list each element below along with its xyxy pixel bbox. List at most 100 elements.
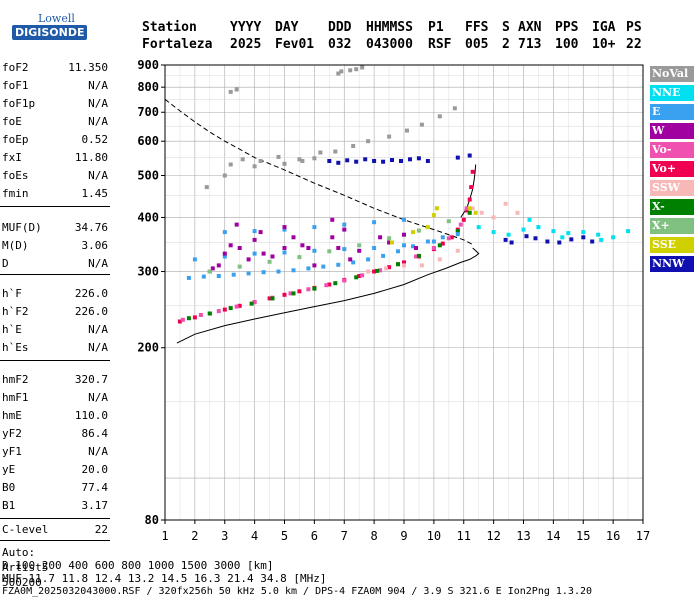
echo-point-vo- bbox=[464, 206, 469, 211]
logo-digisonde: DIGISONDE bbox=[12, 25, 88, 40]
auto-label: Auto: bbox=[2, 546, 36, 559]
echo-point-x- bbox=[207, 311, 212, 316]
echo-point-x+ bbox=[416, 228, 421, 233]
param-key: foF1 bbox=[2, 79, 29, 92]
echo-point-noval bbox=[348, 68, 353, 73]
param-key: fmin bbox=[2, 187, 29, 200]
echo-point-noval bbox=[297, 157, 302, 162]
echo-point-x- bbox=[291, 291, 296, 296]
echo-point-w bbox=[306, 246, 311, 250]
echo-point-e bbox=[381, 253, 386, 258]
echo-point-x- bbox=[467, 210, 472, 215]
echo-point-nne bbox=[521, 227, 526, 232]
echo-point-w bbox=[387, 240, 392, 245]
echo-point-x- bbox=[375, 268, 380, 273]
echo-point-x- bbox=[416, 253, 421, 258]
echo-point-nnw bbox=[408, 157, 412, 162]
x-tick-label: 13 bbox=[516, 529, 530, 543]
legend-item-nnw: NNW bbox=[650, 256, 694, 272]
echo-point-w bbox=[357, 248, 362, 253]
echo-point-w bbox=[336, 246, 341, 250]
x-tick-label: 10 bbox=[427, 529, 441, 543]
echo-point-e bbox=[312, 225, 317, 230]
echo-point-sse bbox=[425, 225, 430, 230]
echo-point-nne bbox=[506, 232, 511, 237]
param-row: foEp 0.52 bbox=[2, 132, 108, 148]
echo-point-x- bbox=[186, 316, 191, 321]
param-key: MUF(D) bbox=[2, 221, 42, 234]
param-row: foE N/A bbox=[2, 114, 108, 130]
x-tick-label: 1 bbox=[161, 529, 168, 543]
echo-point-noval bbox=[366, 139, 371, 144]
header-label-ps: PS bbox=[626, 20, 642, 35]
echo-point-x- bbox=[437, 243, 442, 248]
echo-point-w bbox=[402, 232, 406, 237]
param-row: hmE 110.0 bbox=[2, 408, 108, 424]
echo-point-ssw bbox=[479, 210, 484, 215]
echo-point-vo+ bbox=[387, 265, 392, 270]
echo-point-e bbox=[440, 235, 445, 240]
echo-point-e bbox=[351, 260, 356, 265]
curve-MUF bbox=[164, 98, 475, 246]
echo-point-x- bbox=[354, 275, 359, 280]
echo-point-nnw bbox=[524, 234, 529, 239]
echo-point-sse bbox=[434, 206, 439, 211]
param-value: 22 bbox=[94, 523, 108, 536]
echo-point-x+ bbox=[357, 243, 362, 248]
echo-point-ssw bbox=[366, 269, 371, 274]
echo-point-nne bbox=[560, 235, 565, 240]
echo-point-e bbox=[411, 244, 415, 249]
echo-point-ssw bbox=[515, 210, 520, 215]
echo-point-vo- bbox=[360, 273, 365, 278]
param-row: C-level 22 bbox=[2, 522, 108, 538]
echo-point-w bbox=[228, 243, 233, 248]
y-tick-label: 600 bbox=[137, 134, 159, 148]
echo-point-x- bbox=[333, 281, 338, 286]
echo-point-w bbox=[330, 235, 335, 240]
echo-point-noval bbox=[405, 128, 409, 133]
legend-item-noval: NoVal bbox=[650, 66, 694, 82]
header-label-station: Station bbox=[142, 20, 197, 35]
param-value: 3.17 bbox=[81, 499, 109, 512]
param-value: N/A bbox=[88, 79, 108, 92]
header-label-hhmmss: HHMMSS bbox=[366, 20, 413, 35]
echo-point-e bbox=[342, 247, 347, 252]
divider bbox=[0, 518, 110, 519]
param-row: hmF1 N/A bbox=[2, 390, 108, 406]
y-tick-label: 200 bbox=[137, 341, 159, 355]
legend-item-vo-minus: Vo- bbox=[650, 142, 694, 158]
echo-point-vo+ bbox=[372, 269, 377, 274]
echo-point-w bbox=[237, 246, 242, 250]
param-key: foF1p bbox=[2, 97, 36, 110]
echo-point-ssw bbox=[491, 215, 496, 220]
echo-point-e bbox=[231, 272, 236, 277]
legend-item-w: W bbox=[650, 123, 694, 139]
param-key: foE bbox=[2, 115, 22, 128]
echo-point-noval bbox=[351, 144, 356, 148]
echo-point-nnw bbox=[354, 159, 359, 164]
echo-point-x- bbox=[455, 229, 460, 234]
param-key: C-level bbox=[2, 523, 49, 536]
param-key: yF2 bbox=[2, 427, 22, 440]
echo-point-noval bbox=[419, 122, 424, 127]
param-value: 11.350 bbox=[68, 61, 108, 74]
echo-point-w bbox=[378, 235, 383, 240]
echo-point-noval bbox=[336, 71, 341, 76]
param-row: yF2 86.4 bbox=[2, 426, 108, 442]
y-tick-label: 500 bbox=[137, 168, 159, 182]
echo-point-vo+ bbox=[177, 319, 182, 324]
param-row: B1 3.17 bbox=[2, 498, 108, 514]
param-row: B0 77.4 bbox=[2, 480, 108, 496]
echo-point-nne bbox=[626, 229, 631, 234]
echo-point-w bbox=[252, 237, 257, 242]
legend-item-x-minus: X- bbox=[650, 199, 694, 215]
legend-item-ssw: SSW bbox=[650, 180, 694, 196]
param-row: hmF2 320.7 bbox=[2, 372, 108, 388]
echo-point-w bbox=[216, 263, 221, 268]
echo-point-noval bbox=[240, 157, 245, 162]
echo-point-x+ bbox=[297, 255, 302, 260]
echo-point-ssw bbox=[419, 263, 424, 268]
x-tick-label: 17 bbox=[636, 529, 650, 543]
echo-point-noval bbox=[333, 149, 338, 154]
param-value: N/A bbox=[88, 391, 108, 404]
